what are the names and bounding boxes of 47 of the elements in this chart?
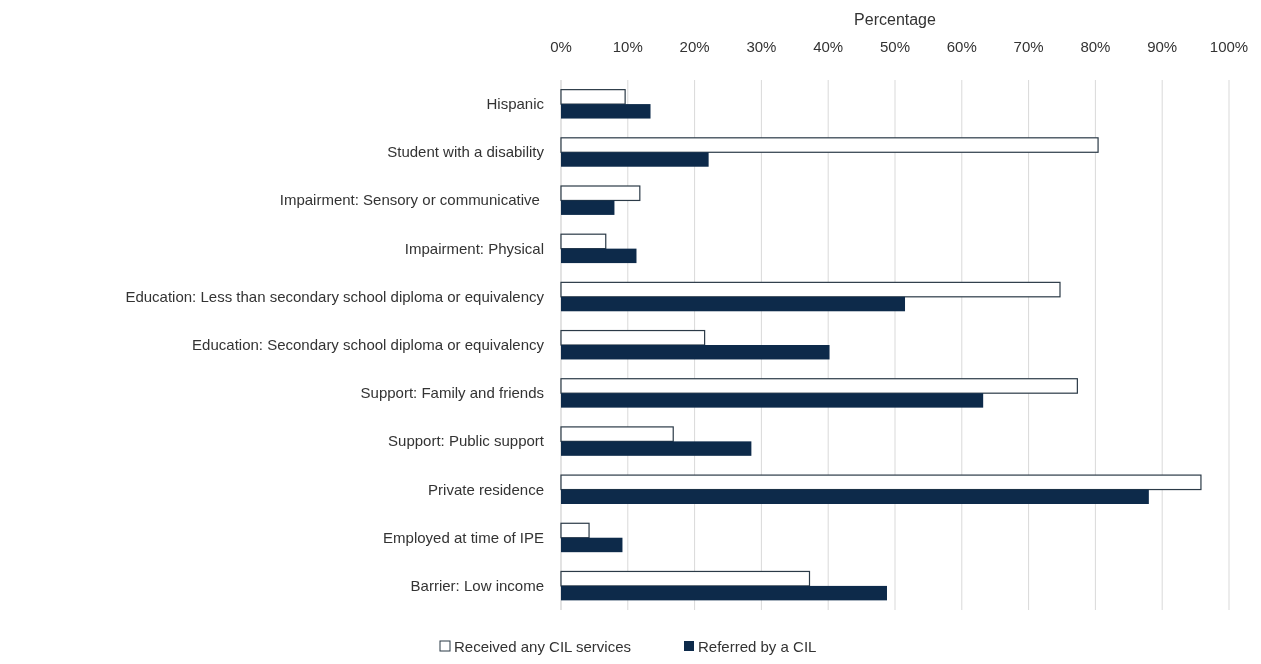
y-tick-label: Support: Public support <box>388 432 545 450</box>
y-tick-label: Education: Less than secondary school diploma or equivalency <box>125 287 545 305</box>
legend-label: Received any CIL services <box>454 638 632 655</box>
x-tick-label: 40% <box>813 38 844 55</box>
y-tick-label: Barrier: Low income <box>410 576 544 594</box>
bar <box>561 441 752 456</box>
legend-label: Referred by a CIL <box>698 638 817 655</box>
bar <box>561 152 709 167</box>
bar <box>561 296 906 312</box>
y-tick-label: Impairment: Physical <box>404 239 544 257</box>
x-tick-label: 50% <box>879 38 911 55</box>
bar <box>560 522 590 539</box>
bar <box>560 378 1078 394</box>
bar <box>560 570 811 587</box>
bar <box>561 248 637 264</box>
y-tick-label: Employed at time of IPE <box>383 528 544 546</box>
y-tick-label: Student with a disability <box>387 143 545 161</box>
x-tick-label: 100% <box>1209 38 1249 55</box>
bar <box>560 233 607 250</box>
bar <box>560 281 1061 298</box>
bar <box>561 585 887 601</box>
y-tick-label: Private residence <box>428 480 544 498</box>
bar <box>561 393 984 408</box>
x-tick-label: 30% <box>746 38 777 55</box>
y-tick-label: Support: Family and friends <box>360 384 544 402</box>
y-tick-label: Impairment: Sensory or communicative <box>279 191 544 209</box>
bar <box>560 426 674 442</box>
bar <box>560 329 706 346</box>
bar <box>561 537 623 553</box>
bar <box>560 89 626 105</box>
bar <box>561 489 1149 504</box>
y-tick-label: Education: Secondary school diploma or equivalency <box>192 336 545 353</box>
y-tick-label: Hispanic <box>486 95 545 113</box>
bar <box>560 185 641 202</box>
x-tick-label: 0% <box>550 38 572 55</box>
bar <box>560 474 1202 491</box>
x-tick-label: 20% <box>679 38 710 55</box>
x-tick-label: 60% <box>946 38 977 55</box>
bar <box>561 104 651 119</box>
x-tick-label: 80% <box>1080 38 1111 55</box>
x-axis-title: Percentage <box>854 11 937 28</box>
bar <box>561 345 830 360</box>
bar <box>560 137 1099 153</box>
x-tick-label: 10% <box>612 38 643 55</box>
bar <box>561 200 615 215</box>
x-tick-label: 90% <box>1147 38 1178 55</box>
x-tick-label: 70% <box>1013 38 1044 55</box>
